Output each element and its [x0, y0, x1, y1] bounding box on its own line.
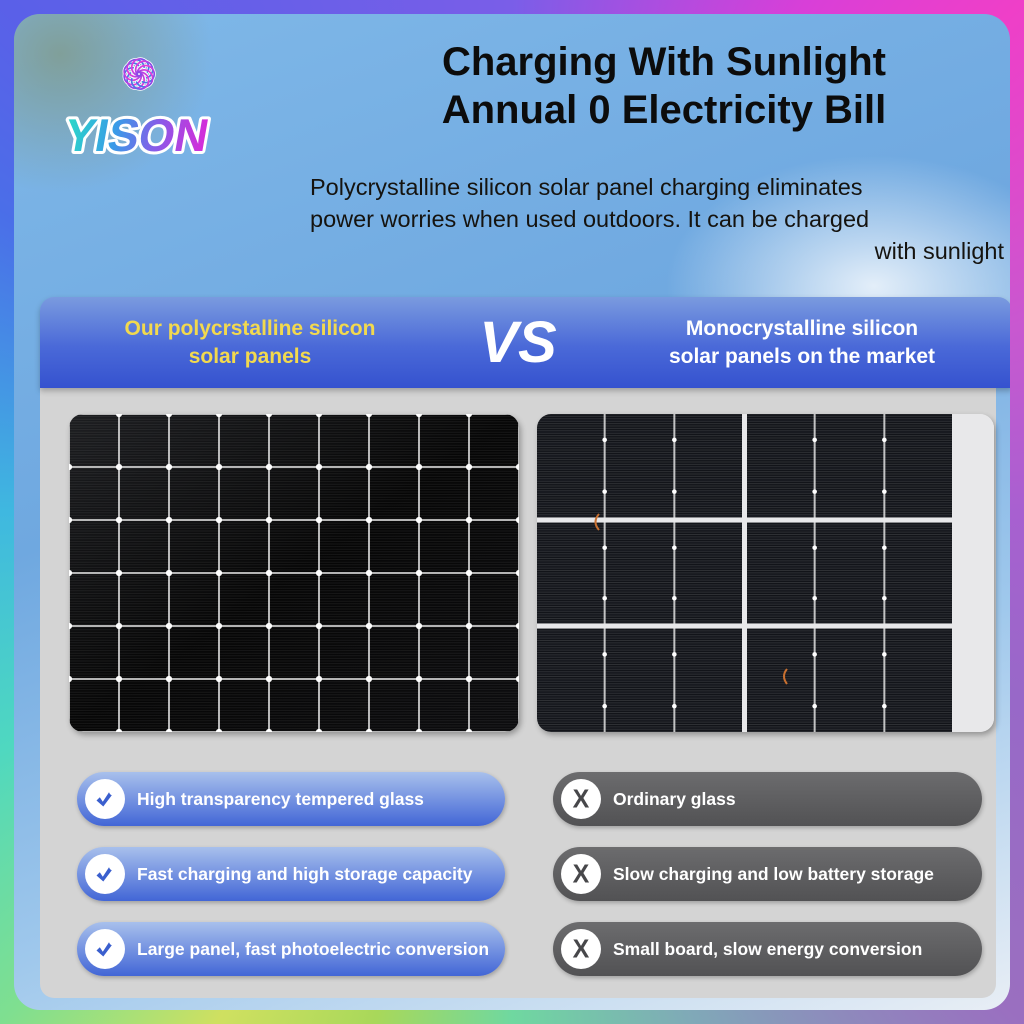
svg-text:YISON: YISON [61, 109, 213, 161]
